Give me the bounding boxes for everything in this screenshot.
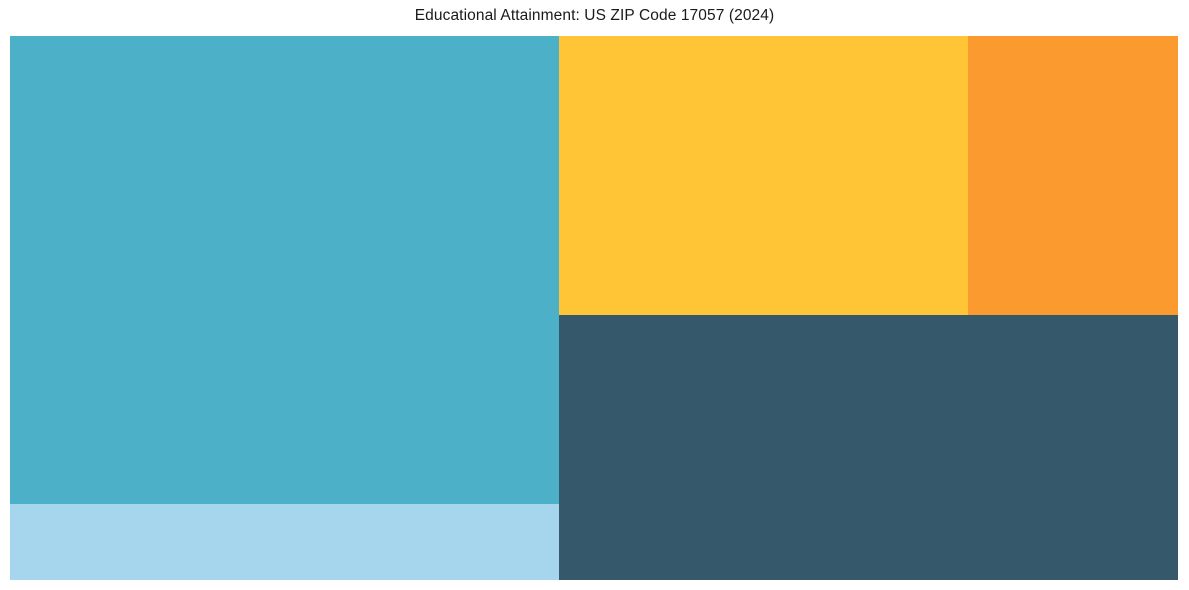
chart-title: Educational Attainment: US ZIP Code 1705… bbox=[414, 7, 775, 24]
treemap-tile-3-label bbox=[559, 36, 968, 48]
treemap-tile-2[interactable] bbox=[559, 315, 1178, 580]
treemap-tile-3[interactable] bbox=[559, 36, 968, 315]
treemap-tile-5[interactable] bbox=[10, 504, 559, 580]
treemap-tile-5-label bbox=[10, 504, 559, 516]
treemap-tile-4[interactable] bbox=[968, 36, 1178, 315]
treemap-tile-4-label bbox=[968, 36, 1178, 48]
treemap-tile-1[interactable] bbox=[10, 36, 559, 504]
treemap-tile-1-label bbox=[10, 36, 559, 48]
treemap-plot-area bbox=[10, 36, 1178, 580]
treemap-tile-2-label bbox=[559, 315, 1178, 327]
